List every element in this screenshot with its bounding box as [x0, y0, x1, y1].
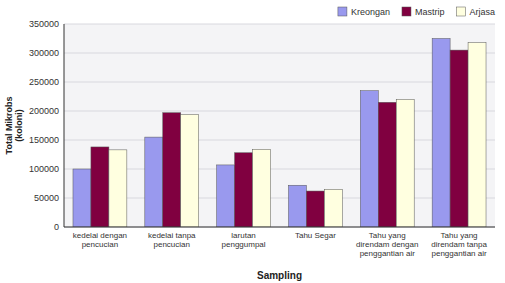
- bar: [306, 191, 324, 227]
- legend-swatch: [456, 7, 465, 16]
- chart: 0 50000 100000 150000 200000 250000 300000 3500…: [0, 0, 505, 283]
- x-tick-label: Tahu Segar: [295, 231, 336, 240]
- legend-label: Arjasa: [469, 7, 495, 17]
- y-axis-line: [64, 24, 65, 227]
- grid-line: [64, 111, 495, 112]
- text-line: pencucian: [82, 240, 118, 249]
- text-line: penggantian air: [432, 249, 487, 258]
- text-line: (koloni): [14, 109, 24, 142]
- legend-swatch: [338, 7, 347, 16]
- bar: [360, 91, 378, 227]
- bar: [109, 150, 127, 227]
- bar: [450, 50, 468, 227]
- y-tick-label: 50000: [34, 193, 59, 203]
- grid-line: [64, 140, 495, 141]
- bar: [432, 39, 450, 228]
- legend: Kreongan Mastrip Arjasa: [338, 7, 495, 17]
- legend-item: Arjasa: [456, 7, 495, 17]
- text-line: direndam tanpa: [431, 240, 487, 249]
- text-line: Tahu Segar: [295, 231, 336, 240]
- text-line: direndam dengan: [356, 240, 418, 249]
- y-tick-label: 0: [54, 222, 59, 232]
- legend-label: Mastrip: [415, 7, 445, 17]
- text-line: pencucian: [154, 240, 190, 249]
- bar: [145, 137, 163, 227]
- bar: [396, 99, 414, 227]
- y-tick-label: 300000: [29, 48, 59, 58]
- legend-label: Kreongan: [351, 7, 390, 17]
- bar: [324, 189, 342, 227]
- bar: [217, 165, 235, 227]
- text-line: penggantian air: [360, 249, 415, 258]
- x-tick-label: larutanpenggumpal: [222, 231, 266, 249]
- bar: [163, 113, 181, 227]
- x-axis-label: Sampling: [257, 270, 302, 281]
- y-tick-label: 100000: [29, 164, 59, 174]
- grid-line: [64, 198, 495, 199]
- x-tick-label: Tahu yangdirendam tanpapenggantian air: [431, 231, 487, 258]
- y-tick-label: 350000: [29, 19, 59, 29]
- bar: [468, 43, 486, 227]
- grid-line: [64, 227, 495, 228]
- legend-item: Kreongan: [338, 7, 390, 17]
- grid-line: [64, 82, 495, 83]
- text-line: kedelai tanpa: [148, 231, 196, 240]
- text-line: Tahu yang: [369, 231, 406, 240]
- legend-item: Mastrip: [402, 7, 445, 17]
- grid-line: [64, 24, 495, 25]
- text-line: Total Mikrobs: [4, 97, 14, 155]
- x-tick-label: kedelai tanpapencucian: [148, 231, 196, 249]
- bar: [73, 169, 91, 227]
- text-line: penggumpal: [222, 240, 266, 249]
- bar: [288, 185, 306, 227]
- y-axis-label: Total Mikrobs(koloni): [4, 97, 24, 155]
- y-tick-label: 200000: [29, 106, 59, 116]
- bar: [253, 149, 271, 227]
- legend-swatch: [402, 7, 411, 16]
- y-tick-label: 250000: [29, 77, 59, 87]
- grid-line: [64, 53, 495, 54]
- text-line: larutan: [231, 231, 255, 240]
- text-line: Tahu yang: [441, 231, 478, 240]
- plot-area: [64, 24, 495, 227]
- x-tick-label: Tahu yangdirendam denganpenggantian air: [356, 231, 418, 258]
- x-tick-label: kedelai denganpencucian: [73, 231, 127, 249]
- bar: [91, 147, 109, 227]
- x-axis-line: [64, 227, 495, 228]
- text-line: kedelai dengan: [73, 231, 127, 240]
- bar: [235, 153, 253, 227]
- bar: [181, 114, 199, 227]
- y-tick-label: 150000: [29, 135, 59, 145]
- bars: [73, 39, 486, 228]
- grid-line: [64, 169, 495, 170]
- background: [0, 0, 505, 283]
- y-axis-label-group: Total Mikrobs(koloni): [4, 97, 24, 155]
- bar: [378, 102, 396, 227]
- grid: [64, 24, 495, 227]
